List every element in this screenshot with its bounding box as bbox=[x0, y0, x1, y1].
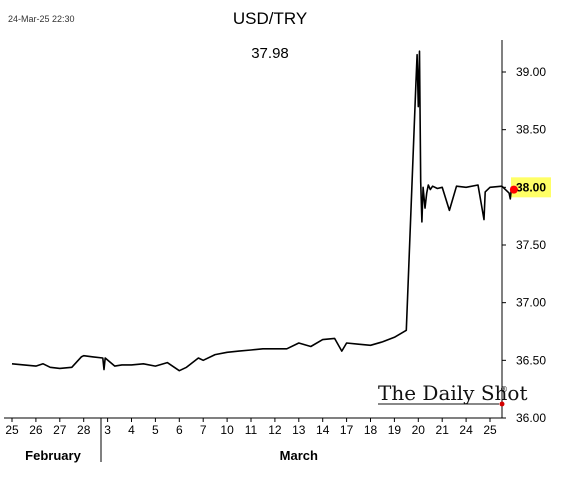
x-tick-label: 12 bbox=[268, 423, 282, 437]
y-axis-ticks: 36.00 36.50 37.00 37.50 38.50 39.00 bbox=[502, 65, 546, 425]
x-tick-label: 7 bbox=[200, 423, 207, 437]
month-label: February bbox=[25, 448, 81, 463]
x-tick-label: 10 bbox=[220, 423, 234, 437]
x-tick-label: 21 bbox=[436, 423, 450, 437]
x-tick-label: 4 bbox=[128, 423, 135, 437]
x-tick-label: 19 bbox=[388, 423, 402, 437]
x-tick-label: 11 bbox=[245, 423, 258, 437]
x-tick-label: 5 bbox=[152, 423, 159, 437]
y-tick-label: 39.00 bbox=[516, 65, 546, 79]
y-tick-label: 38.50 bbox=[516, 123, 546, 137]
x-tick-label: 17 bbox=[340, 423, 354, 437]
x-tick-label: 28 bbox=[77, 423, 91, 437]
brand-registered-mark: ® bbox=[500, 385, 508, 394]
x-tick-label: 26 bbox=[29, 423, 43, 437]
last-point-marker bbox=[509, 185, 518, 194]
series-line bbox=[11, 50, 515, 372]
x-tick-label: 3 bbox=[104, 423, 111, 437]
month-label: March bbox=[280, 448, 318, 463]
x-axis-ticks: 25 26 27 28 3 4 5 6 7 10 11 12 13 14 17 18 19 20 21 24 25 bbox=[5, 418, 497, 437]
y-tick-label: 36.50 bbox=[516, 353, 546, 367]
last-value-label: 37.98 bbox=[251, 45, 289, 62]
last-value-badge-label: 38.00 bbox=[516, 180, 546, 194]
y-tick-label: 37.00 bbox=[516, 296, 546, 310]
last-value-badge bbox=[511, 177, 551, 198]
x-tick-label: 27 bbox=[53, 423, 67, 437]
x-tick-label: 20 bbox=[412, 423, 426, 437]
x-tick-label: 18 bbox=[364, 423, 378, 437]
chart-title: USD/TRY bbox=[233, 9, 307, 28]
x-tick-label: 25 bbox=[483, 423, 497, 437]
y-tick-label: 37.50 bbox=[516, 238, 546, 252]
x-tick-label: 13 bbox=[292, 423, 306, 437]
y-tick-label: 36.00 bbox=[516, 411, 546, 425]
brand-logo: The Daily Shot bbox=[378, 381, 527, 405]
month-labels: February March bbox=[25, 448, 318, 463]
x-tick-label: 25 bbox=[5, 423, 19, 437]
x-tick-label: 24 bbox=[459, 423, 473, 437]
x-tick-label: 6 bbox=[176, 423, 183, 437]
brand-dot bbox=[499, 401, 505, 407]
x-tick-label: 14 bbox=[316, 423, 330, 437]
timestamp: 24-Mar-25 22:30 bbox=[8, 14, 75, 24]
